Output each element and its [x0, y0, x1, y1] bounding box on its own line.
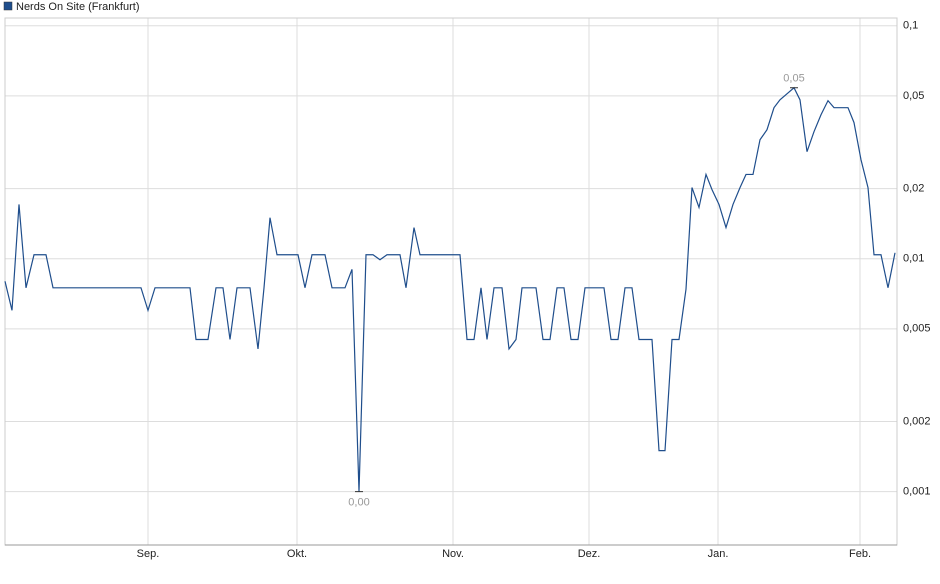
- y-tick-label: 0,002: [903, 415, 931, 427]
- y-tick-label: 0,001: [903, 486, 931, 498]
- x-tick-label: Feb.: [849, 548, 871, 560]
- high-label: 0,05: [783, 73, 804, 85]
- x-tick-label: Nov.: [442, 548, 464, 560]
- y-tick-label: 0,02: [903, 182, 924, 194]
- y-tick-label: 0,05: [903, 90, 924, 102]
- price-line: [4, 86, 896, 492]
- legend-label: Nerds On Site (Frankfurt): [16, 1, 139, 13]
- x-tick-label: Okt.: [287, 548, 307, 560]
- y-tick-label: 0,1: [903, 20, 918, 32]
- y-tick-label: 0,01: [903, 253, 924, 265]
- x-tick-label: Jan.: [708, 548, 729, 560]
- low-label: 0,00: [348, 497, 369, 509]
- x-tick-label: Dez.: [578, 548, 601, 560]
- y-tick-label: 0,005: [903, 323, 931, 335]
- legend-swatch: [3, 1, 13, 11]
- x-tick-label: Sep.: [137, 548, 160, 560]
